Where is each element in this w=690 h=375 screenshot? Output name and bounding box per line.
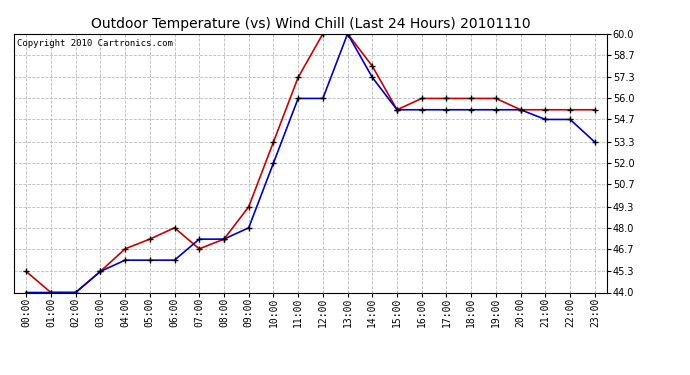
Text: Copyright 2010 Cartronics.com: Copyright 2010 Cartronics.com <box>17 39 172 48</box>
Title: Outdoor Temperature (vs) Wind Chill (Last 24 Hours) 20101110: Outdoor Temperature (vs) Wind Chill (Las… <box>90 17 531 31</box>
